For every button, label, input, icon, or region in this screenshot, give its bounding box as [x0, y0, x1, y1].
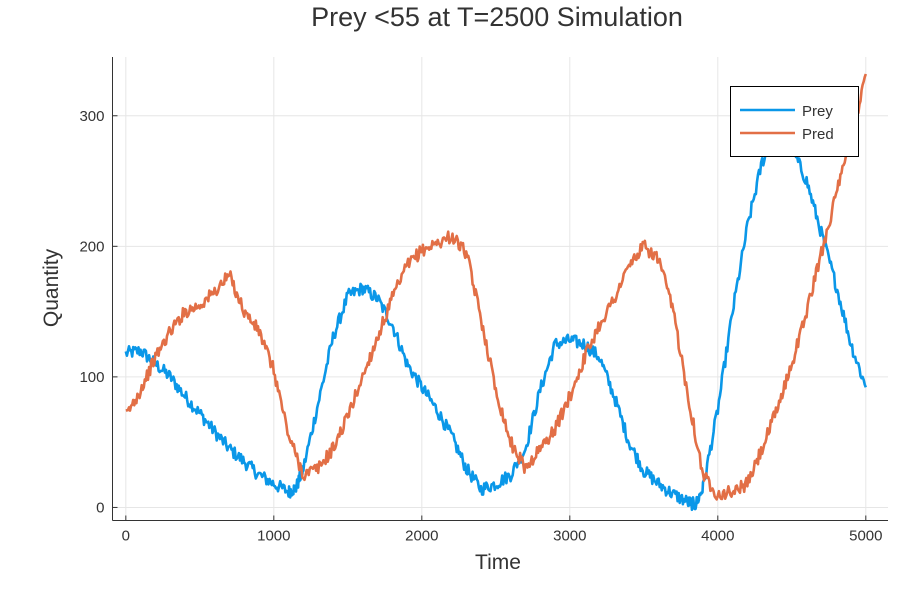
- y-axis-title: Quantity: [40, 248, 63, 327]
- legend: Prey Pred: [730, 86, 859, 157]
- x-tick-label: 3000: [553, 528, 586, 545]
- chart-title: Prey <55 at T=2500 Simulation: [311, 2, 683, 32]
- tick-labels: 0 1000 2000 3000 4000 5000 0 100 200 300: [79, 108, 882, 545]
- series-line-prey: [124, 130, 868, 512]
- x-tick-label: 5000: [849, 528, 882, 545]
- x-axis-title: Time: [475, 551, 521, 574]
- x-tick-label: 2000: [405, 528, 438, 545]
- x-tick-label: 0: [122, 528, 130, 545]
- legend-label-prey: Prey: [802, 103, 833, 120]
- legend-box: [730, 86, 859, 157]
- axes: [112, 57, 888, 521]
- series-line-pred: [125, 73, 868, 501]
- x-tick-label: 1000: [257, 528, 290, 545]
- series-lines: [124, 73, 868, 512]
- legend-label-pred: Pred: [802, 126, 834, 143]
- y-tick-label: 300: [79, 108, 104, 125]
- x-tick-label: 4000: [701, 528, 734, 545]
- y-tick-label: 0: [96, 499, 104, 516]
- y-tick-label: 100: [79, 369, 104, 386]
- y-tick-label: 200: [79, 238, 104, 255]
